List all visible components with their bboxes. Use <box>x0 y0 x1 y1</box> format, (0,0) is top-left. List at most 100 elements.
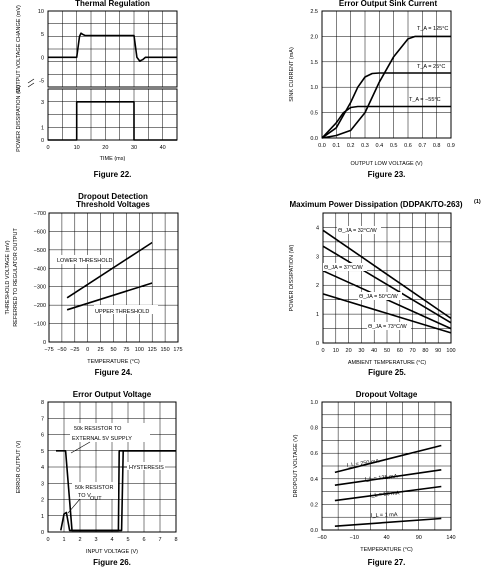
y-tick-label: 5 <box>41 449 44 455</box>
x-tick-label: 0.2 <box>347 143 355 149</box>
axis-break-mark <box>27 78 35 84</box>
series-label: I_L = 1 mA <box>371 512 398 519</box>
annotation: TO V <box>78 493 91 499</box>
y-axis-label-bottom: POWER DISSIPATION (W) <box>16 85 22 152</box>
chart-title: Error Output Sink Current <box>339 0 438 8</box>
y-axis-label: DROPOUT VOLTAGE (V) <box>293 434 299 497</box>
series-label: T_A = 25°C <box>417 64 445 70</box>
y-axis-label-top: OUTPUT VOLTAGE CHANGE (mV) <box>16 5 22 93</box>
annotation-leader <box>70 441 91 454</box>
x-tick-label: 0 <box>321 348 324 354</box>
y-tick-label: 0.4 <box>310 477 318 483</box>
series-line <box>66 282 153 311</box>
y-axis-label-line2: REFERRED TO REGULATOR OUTPUT <box>13 228 19 327</box>
series-line <box>334 444 442 474</box>
series-line <box>322 293 452 334</box>
x-tick-label: 90 <box>435 348 441 354</box>
x-tick-label: −60 <box>317 535 326 541</box>
plot-area <box>321 10 452 139</box>
chart-title: Thermal Regulation <box>75 0 150 8</box>
y-tick-label: 0.0 <box>310 136 318 142</box>
x-tick-label: 0.0 <box>318 143 326 149</box>
x-tick-label: 4 <box>110 537 113 543</box>
x-tick-label: 0.9 <box>447 143 455 149</box>
x-tick-label: 150 <box>161 347 170 353</box>
x-tick-label: 80 <box>422 348 428 354</box>
chart-title: Error Output Voltage <box>73 390 152 399</box>
annotation: HYSTERESIS <box>129 465 164 471</box>
label-background <box>94 305 158 314</box>
x-tick-label: 50 <box>110 347 116 353</box>
series-line <box>321 105 451 139</box>
x-tick-label: 100 <box>135 347 144 353</box>
x-tick-label: 75 <box>123 347 129 353</box>
y-tick-label: 7 <box>41 416 44 422</box>
y-tick-label: 1.0 <box>310 85 318 91</box>
x-tick-label: 125 <box>148 347 157 353</box>
x-tick-label: 0.7 <box>419 143 427 149</box>
x-tick-label: 8 <box>174 537 177 543</box>
x-tick-label: 90 <box>416 535 422 541</box>
y-tick-label: −700 <box>34 211 46 217</box>
figure-caption: Figure 27. <box>368 558 406 567</box>
series-label: UPPER THRESHOLD <box>95 309 149 315</box>
x-tick-label: 10 <box>74 145 80 151</box>
y-tick-label: 1 <box>41 125 44 131</box>
chart-title-line1: Dropout Detection <box>78 192 148 201</box>
chart-title-line2: Threshold Voltages <box>76 200 150 209</box>
y-axis-label: SINK CURRENT (mA) <box>289 47 295 102</box>
series-label: Θ_JA = 73°C/W <box>368 324 408 330</box>
y-tick-label: 1 <box>41 514 44 520</box>
y-tick-label: -5 <box>39 79 44 85</box>
y-tick-label: 3 <box>41 481 44 487</box>
series-line <box>321 35 451 139</box>
x-axis-label: AMBIENT TEMPERATURE (°C) <box>348 360 426 366</box>
series-line <box>321 72 451 139</box>
label-background <box>70 423 150 442</box>
y-tick-label: 0 <box>41 530 44 536</box>
y-tick-label: 6 <box>41 433 44 439</box>
x-tick-label: 0.5 <box>390 143 398 149</box>
x-tick-label: 0.4 <box>376 143 384 149</box>
x-tick-label: 2 <box>78 537 81 543</box>
chart-title: Maximum Power Dissipation (DDPAK/TO-263) <box>289 200 462 209</box>
series-line <box>66 241 153 299</box>
y-tick-label: −100 <box>34 322 46 328</box>
y-tick-label: 1.0 <box>310 400 318 406</box>
y-tick-label: −500 <box>34 248 46 254</box>
series-label: Θ_JA = 37°C/W <box>324 265 364 271</box>
y-tick-label: −400 <box>34 266 46 272</box>
y-tick-label: 3 <box>316 254 319 260</box>
x-tick-label: 30 <box>131 145 137 151</box>
x-tick-label: 0.8 <box>433 143 441 149</box>
y-axis-label: POWER DISSIPATION (W) <box>289 244 295 311</box>
y-tick-label: 0.5 <box>310 111 318 117</box>
x-tick-label: 25 <box>98 347 104 353</box>
y-axis-label-line1: THRESHOLD VOLTAGE (mV) <box>5 240 11 314</box>
figure-caption: Figure 24. <box>95 368 133 377</box>
x-tick-label: 0 <box>46 537 49 543</box>
label-background <box>337 226 381 234</box>
x-tick-label: 175 <box>173 347 182 353</box>
y-tick-label: 5 <box>41 32 44 38</box>
x-tick-label: 0 <box>46 145 49 151</box>
series-line <box>322 245 452 324</box>
y-tick-label: 2.5 <box>310 9 318 15</box>
annotation-leader <box>67 498 81 514</box>
x-tick-label: 1 <box>62 537 65 543</box>
annotation: OUT <box>90 496 102 502</box>
x-tick-label: 140 <box>446 535 455 541</box>
x-tick-label: 6 <box>142 537 145 543</box>
label-background <box>72 482 118 499</box>
x-tick-label: 20 <box>102 145 108 151</box>
x-axis-label: OUTPUT LOW VOLTAGE (V) <box>350 161 422 167</box>
label-background <box>358 292 402 300</box>
y-axis-label: ERROR OUTPUT (V) <box>16 440 22 493</box>
x-tick-label: 20 <box>346 348 352 354</box>
x-tick-label: 60 <box>397 348 403 354</box>
y-tick-label: 0 <box>41 138 44 144</box>
axis-break-mark <box>27 82 35 88</box>
series-label: T_A = 125°C <box>417 26 448 32</box>
y-tick-label: 10 <box>38 9 44 15</box>
